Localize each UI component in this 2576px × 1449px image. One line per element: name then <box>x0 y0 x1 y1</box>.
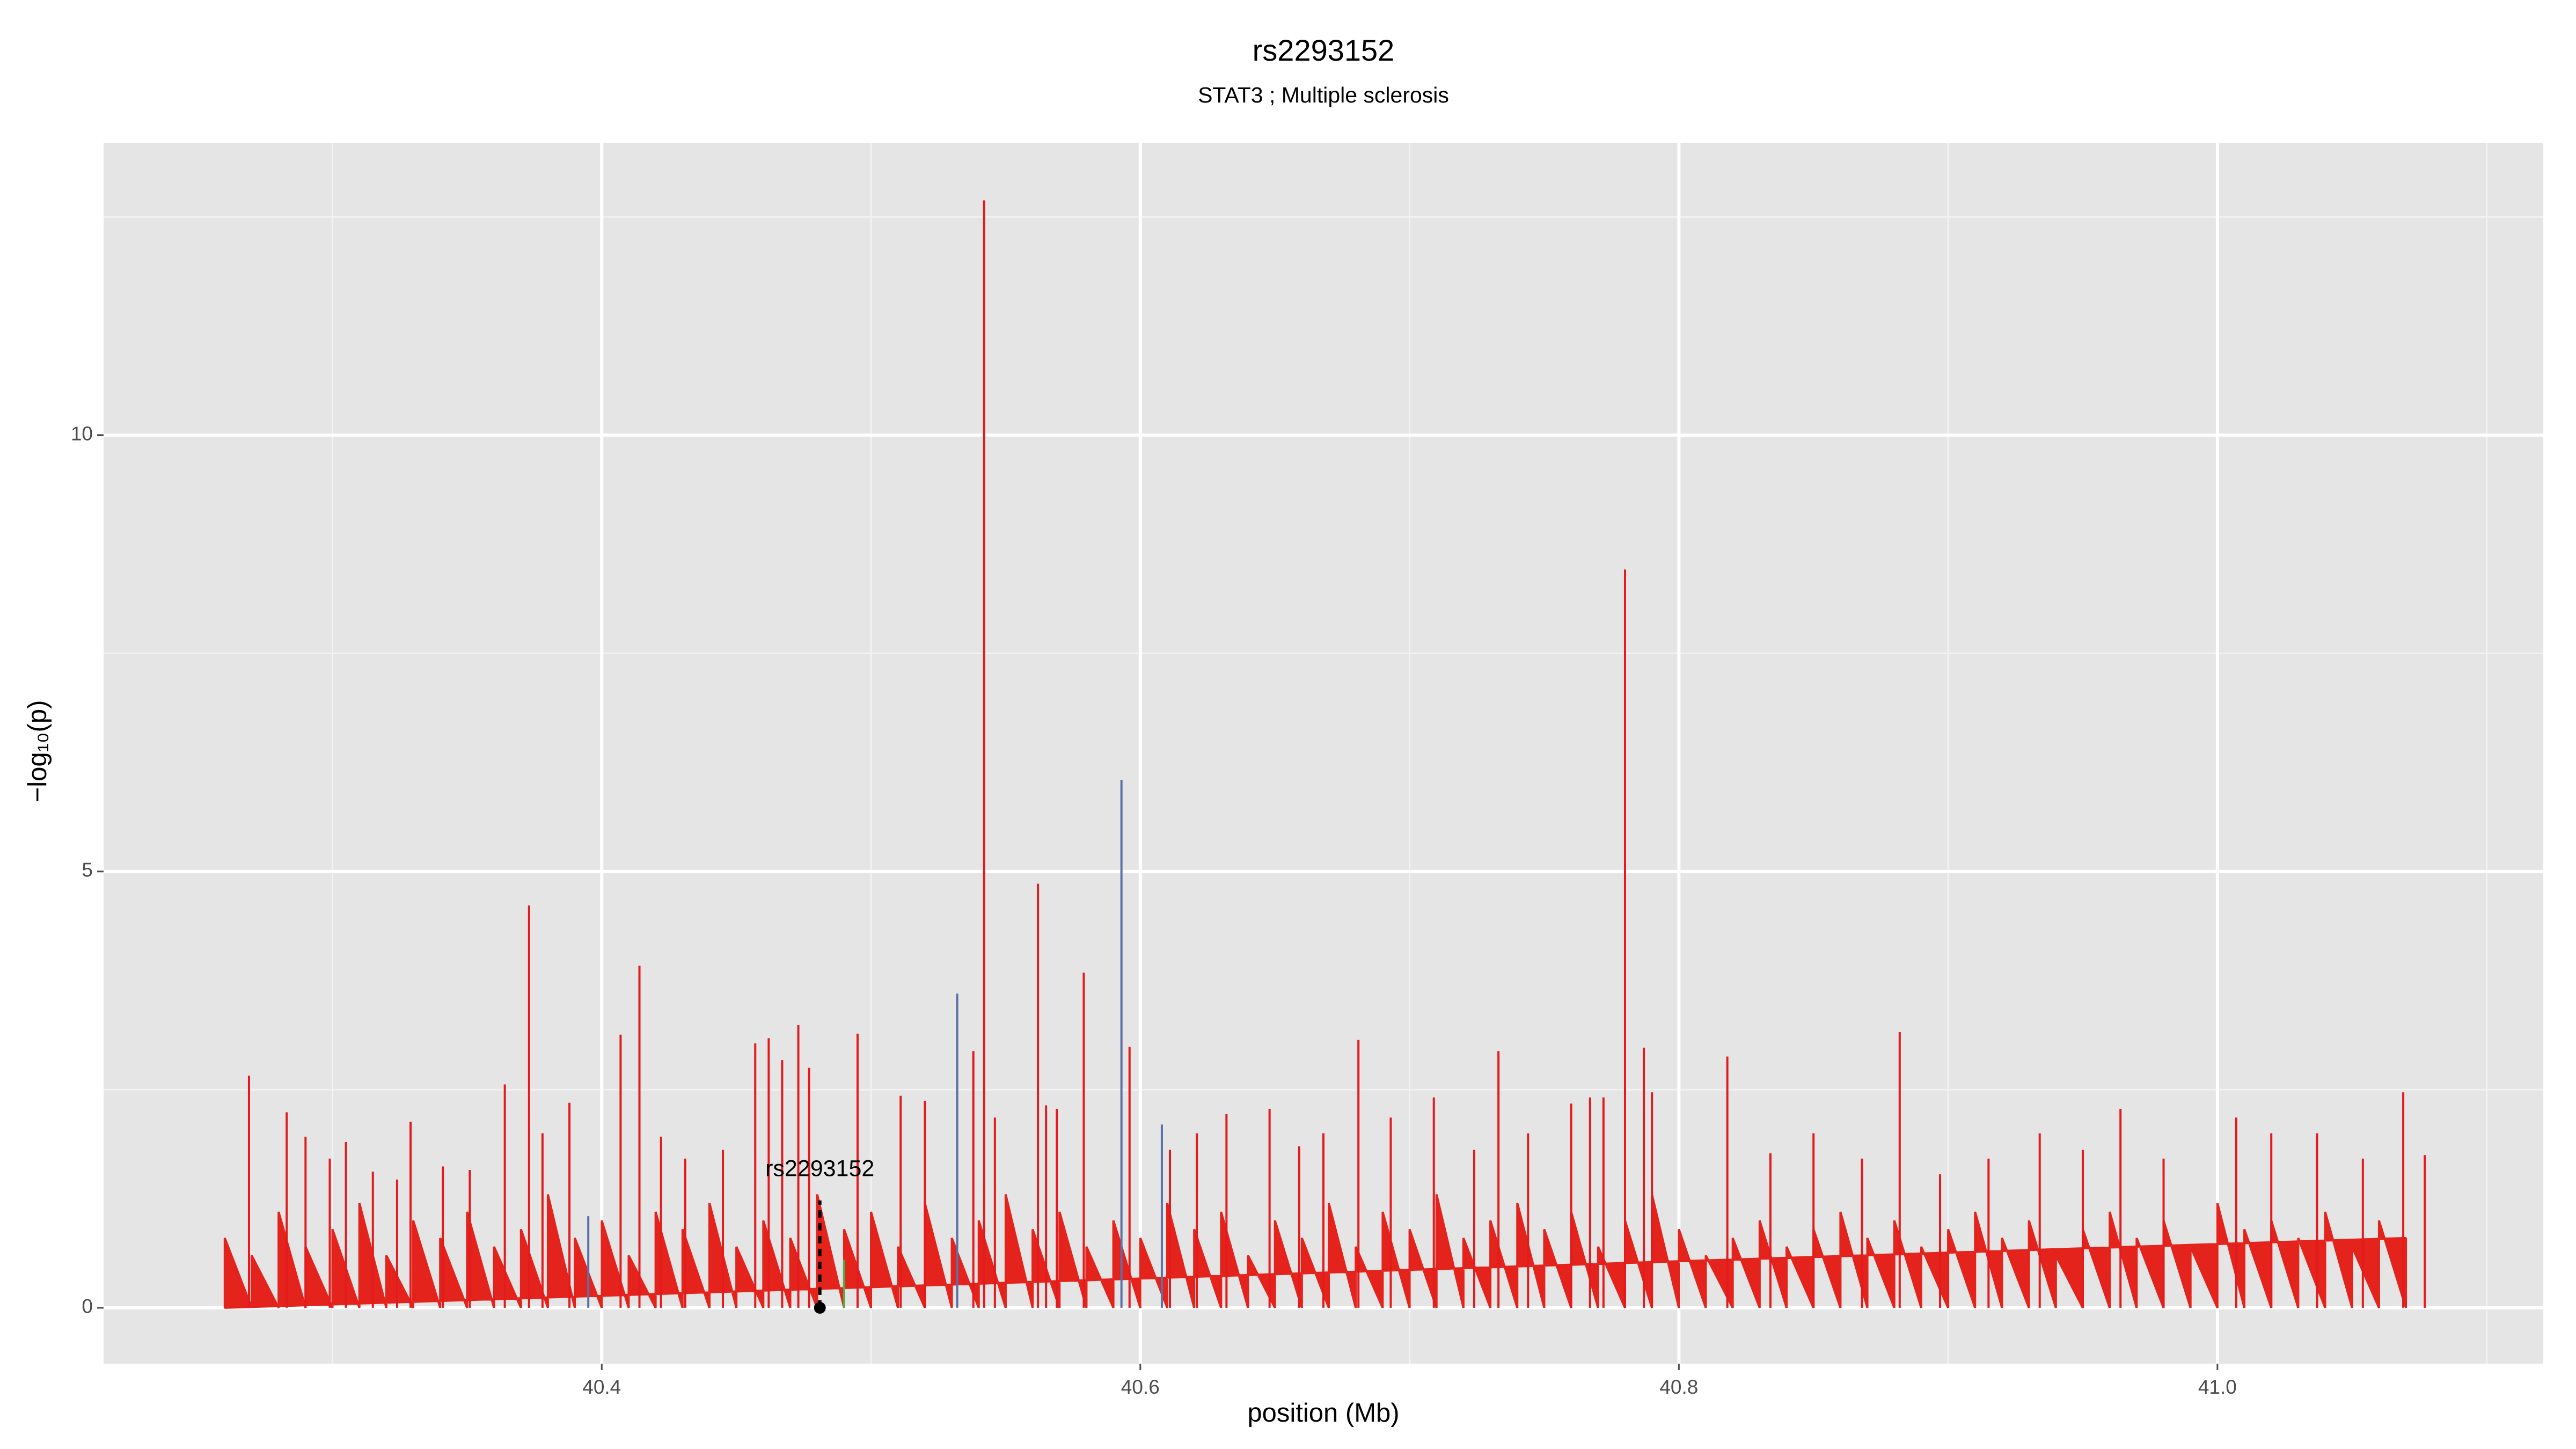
x-tick-label: 40.4 <box>582 1376 621 1398</box>
signal-area <box>223 1194 2407 1309</box>
y-tick-label: 5 <box>82 859 93 881</box>
annotation-label: rs2293152 <box>765 1155 874 1181</box>
y-axis-title: −log₁₀(p) <box>23 700 52 803</box>
x-tick-label: 40.8 <box>1659 1376 1698 1398</box>
annotation-point <box>814 1301 826 1314</box>
x-tick-label: 41.0 <box>2198 1376 2237 1398</box>
y-tick-label: 0 <box>82 1296 93 1318</box>
x-tick-label: 40.6 <box>1121 1376 1160 1398</box>
chart-title: rs2293152 <box>1253 33 1395 67</box>
x-axis-title: position (Mb) <box>1247 1399 1399 1428</box>
chart-subtitle: STAT3 ; Multiple sclerosis <box>1198 83 1449 107</box>
y-tick-label: 10 <box>71 423 93 445</box>
